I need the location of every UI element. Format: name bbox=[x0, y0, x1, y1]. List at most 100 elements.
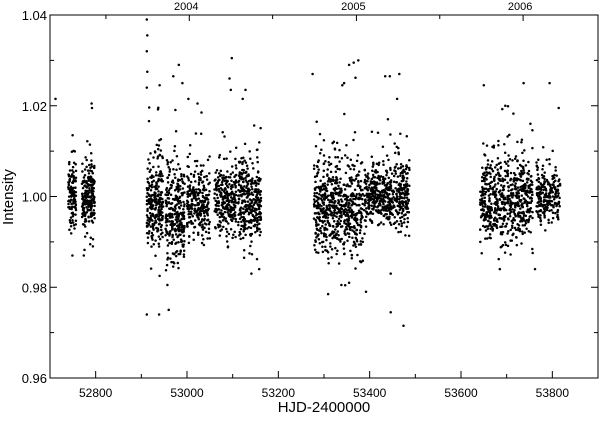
data-point bbox=[507, 230, 510, 233]
data-point bbox=[524, 221, 528, 225]
data-point bbox=[531, 129, 534, 132]
data-point bbox=[353, 241, 356, 244]
data-point bbox=[505, 170, 509, 173]
data-point bbox=[324, 223, 327, 226]
data-point bbox=[502, 197, 506, 201]
data-point bbox=[357, 196, 360, 200]
data-point bbox=[199, 170, 203, 174]
data-point bbox=[354, 177, 358, 180]
data-point bbox=[508, 197, 511, 201]
data-point bbox=[166, 244, 170, 247]
data-point bbox=[349, 167, 352, 171]
data-point bbox=[488, 171, 491, 174]
data-point bbox=[529, 201, 533, 205]
data-point bbox=[89, 213, 93, 217]
data-point bbox=[545, 203, 549, 206]
data-point bbox=[505, 201, 508, 205]
data-point bbox=[218, 234, 222, 237]
data-point bbox=[378, 178, 382, 182]
data-point bbox=[256, 219, 259, 222]
data-point bbox=[229, 206, 232, 209]
top-tick-label: 2006 bbox=[508, 1, 532, 13]
data-point bbox=[314, 204, 317, 208]
data-point bbox=[330, 191, 333, 195]
data-point bbox=[168, 214, 172, 218]
data-point bbox=[333, 147, 337, 150]
data-point bbox=[329, 162, 333, 166]
data-point bbox=[512, 194, 515, 197]
data-point bbox=[400, 186, 403, 190]
data-point bbox=[377, 174, 380, 178]
data-point bbox=[313, 200, 317, 204]
data-point bbox=[198, 211, 201, 215]
data-point bbox=[191, 222, 195, 225]
data-point bbox=[522, 210, 525, 214]
data-point bbox=[182, 249, 186, 253]
data-point bbox=[245, 209, 249, 213]
data-point bbox=[181, 217, 184, 220]
data-point bbox=[251, 209, 254, 213]
data-point bbox=[546, 182, 550, 186]
data-point bbox=[171, 179, 175, 182]
data-point bbox=[157, 177, 160, 181]
data-point bbox=[180, 222, 183, 226]
data-point bbox=[221, 213, 225, 216]
data-point bbox=[508, 212, 512, 215]
data-point bbox=[353, 164, 356, 168]
data-point bbox=[226, 211, 229, 214]
data-point bbox=[405, 135, 409, 138]
data-point bbox=[388, 192, 391, 196]
data-point bbox=[323, 210, 327, 214]
data-point bbox=[222, 157, 226, 161]
data-point bbox=[335, 187, 339, 191]
data-point bbox=[197, 191, 201, 195]
data-point bbox=[326, 251, 330, 254]
data-point bbox=[85, 201, 88, 204]
data-point bbox=[502, 216, 506, 219]
data-point bbox=[483, 154, 487, 157]
data-point bbox=[85, 211, 89, 214]
data-point bbox=[81, 170, 84, 173]
data-point bbox=[389, 179, 393, 182]
data-point bbox=[85, 179, 88, 183]
data-point bbox=[196, 233, 200, 236]
data-point bbox=[350, 193, 353, 196]
data-point bbox=[407, 198, 410, 201]
data-point bbox=[513, 184, 517, 188]
data-point bbox=[217, 207, 220, 211]
data-point bbox=[155, 214, 158, 218]
data-point bbox=[501, 222, 505, 225]
data-point bbox=[154, 254, 157, 258]
data-point bbox=[357, 183, 360, 187]
data-point bbox=[166, 163, 169, 166]
data-point bbox=[180, 174, 183, 178]
data-point bbox=[327, 177, 331, 180]
data-point bbox=[159, 209, 162, 213]
data-point bbox=[518, 214, 522, 218]
data-point bbox=[345, 211, 349, 215]
data-point bbox=[157, 208, 160, 212]
data-point bbox=[259, 215, 262, 218]
data-point bbox=[537, 158, 540, 162]
data-point bbox=[86, 195, 90, 199]
data-point bbox=[483, 176, 487, 180]
data-point bbox=[491, 187, 494, 191]
data-point bbox=[225, 220, 228, 223]
data-point bbox=[359, 162, 363, 165]
data-point bbox=[154, 184, 158, 187]
data-point bbox=[371, 165, 375, 168]
data-point bbox=[258, 234, 262, 237]
data-point bbox=[546, 195, 550, 198]
data-point bbox=[234, 179, 238, 182]
data-point bbox=[237, 220, 240, 224]
data-point bbox=[83, 211, 86, 214]
data-point bbox=[554, 166, 557, 169]
data-point bbox=[355, 228, 358, 232]
data-point bbox=[370, 181, 374, 185]
data-point bbox=[229, 187, 233, 190]
data-point bbox=[219, 193, 222, 197]
data-point bbox=[90, 204, 94, 208]
data-point bbox=[182, 191, 185, 195]
data-point bbox=[376, 223, 380, 227]
data-point bbox=[556, 208, 560, 212]
